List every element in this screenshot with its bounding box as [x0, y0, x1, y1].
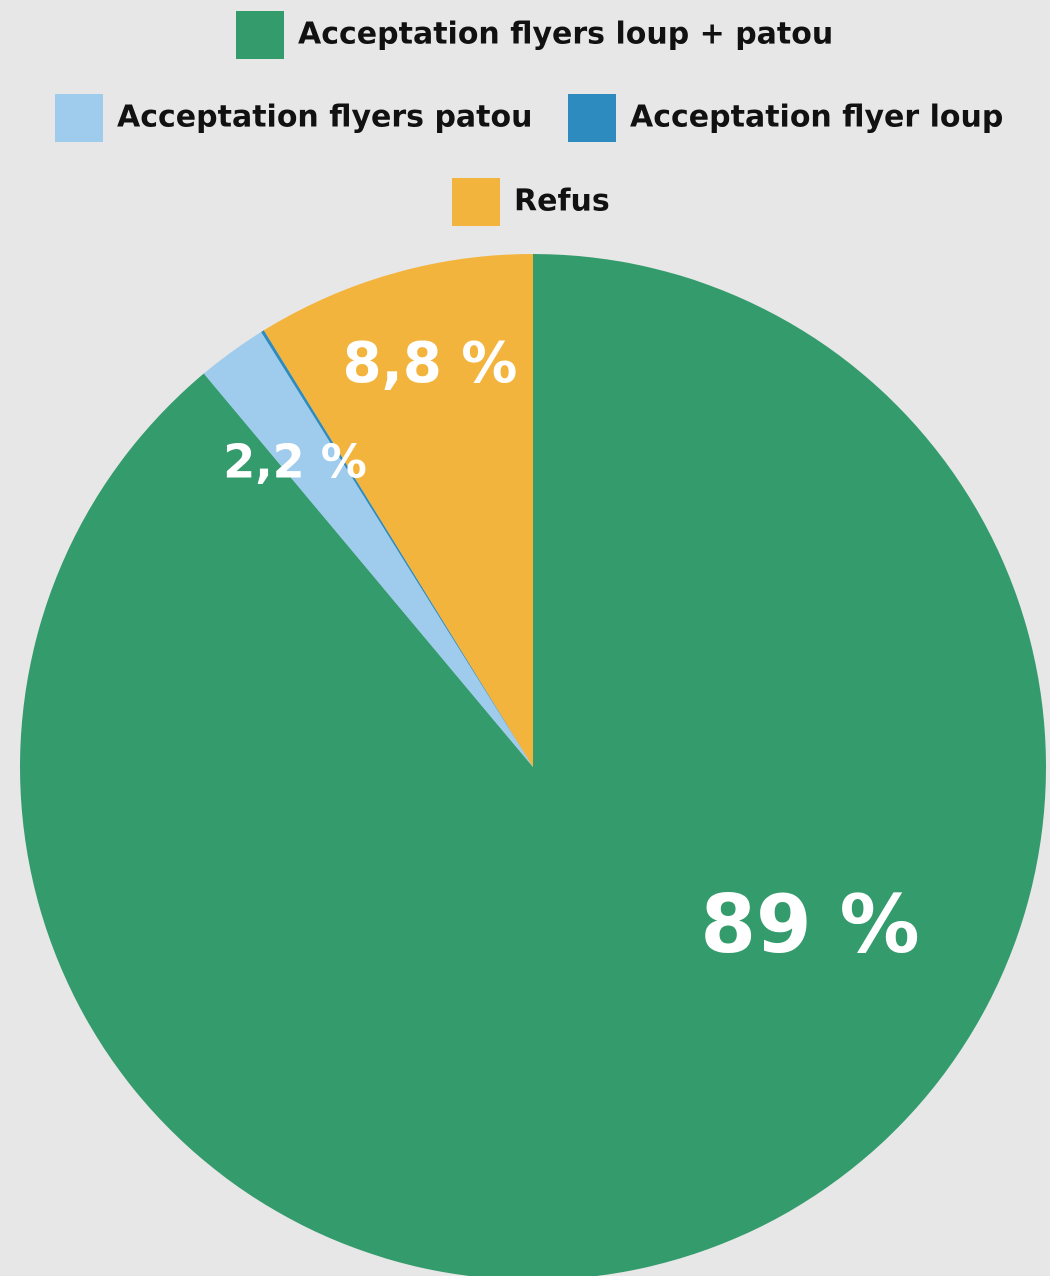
- legend-label: Acceptation flyers loup + patou: [298, 17, 833, 52]
- value-label: 89 %: [700, 878, 919, 971]
- legend-swatch: [55, 94, 103, 142]
- legend-swatch: [568, 94, 616, 142]
- pie-slice: [263, 254, 533, 767]
- legend-swatch: [236, 11, 284, 59]
- legend-label: Refus: [514, 184, 610, 219]
- legend-label: Acceptation flyer loup: [630, 100, 1003, 135]
- value-label: 2,2 %: [223, 435, 367, 489]
- pie-slice: [261, 330, 533, 767]
- legend-swatch: [452, 178, 500, 226]
- legend-label: Acceptation flyers patou: [117, 100, 533, 135]
- pie-slice: [20, 254, 1046, 1276]
- value-label: 8,8 %: [343, 331, 518, 396]
- pie-slice: [203, 331, 533, 767]
